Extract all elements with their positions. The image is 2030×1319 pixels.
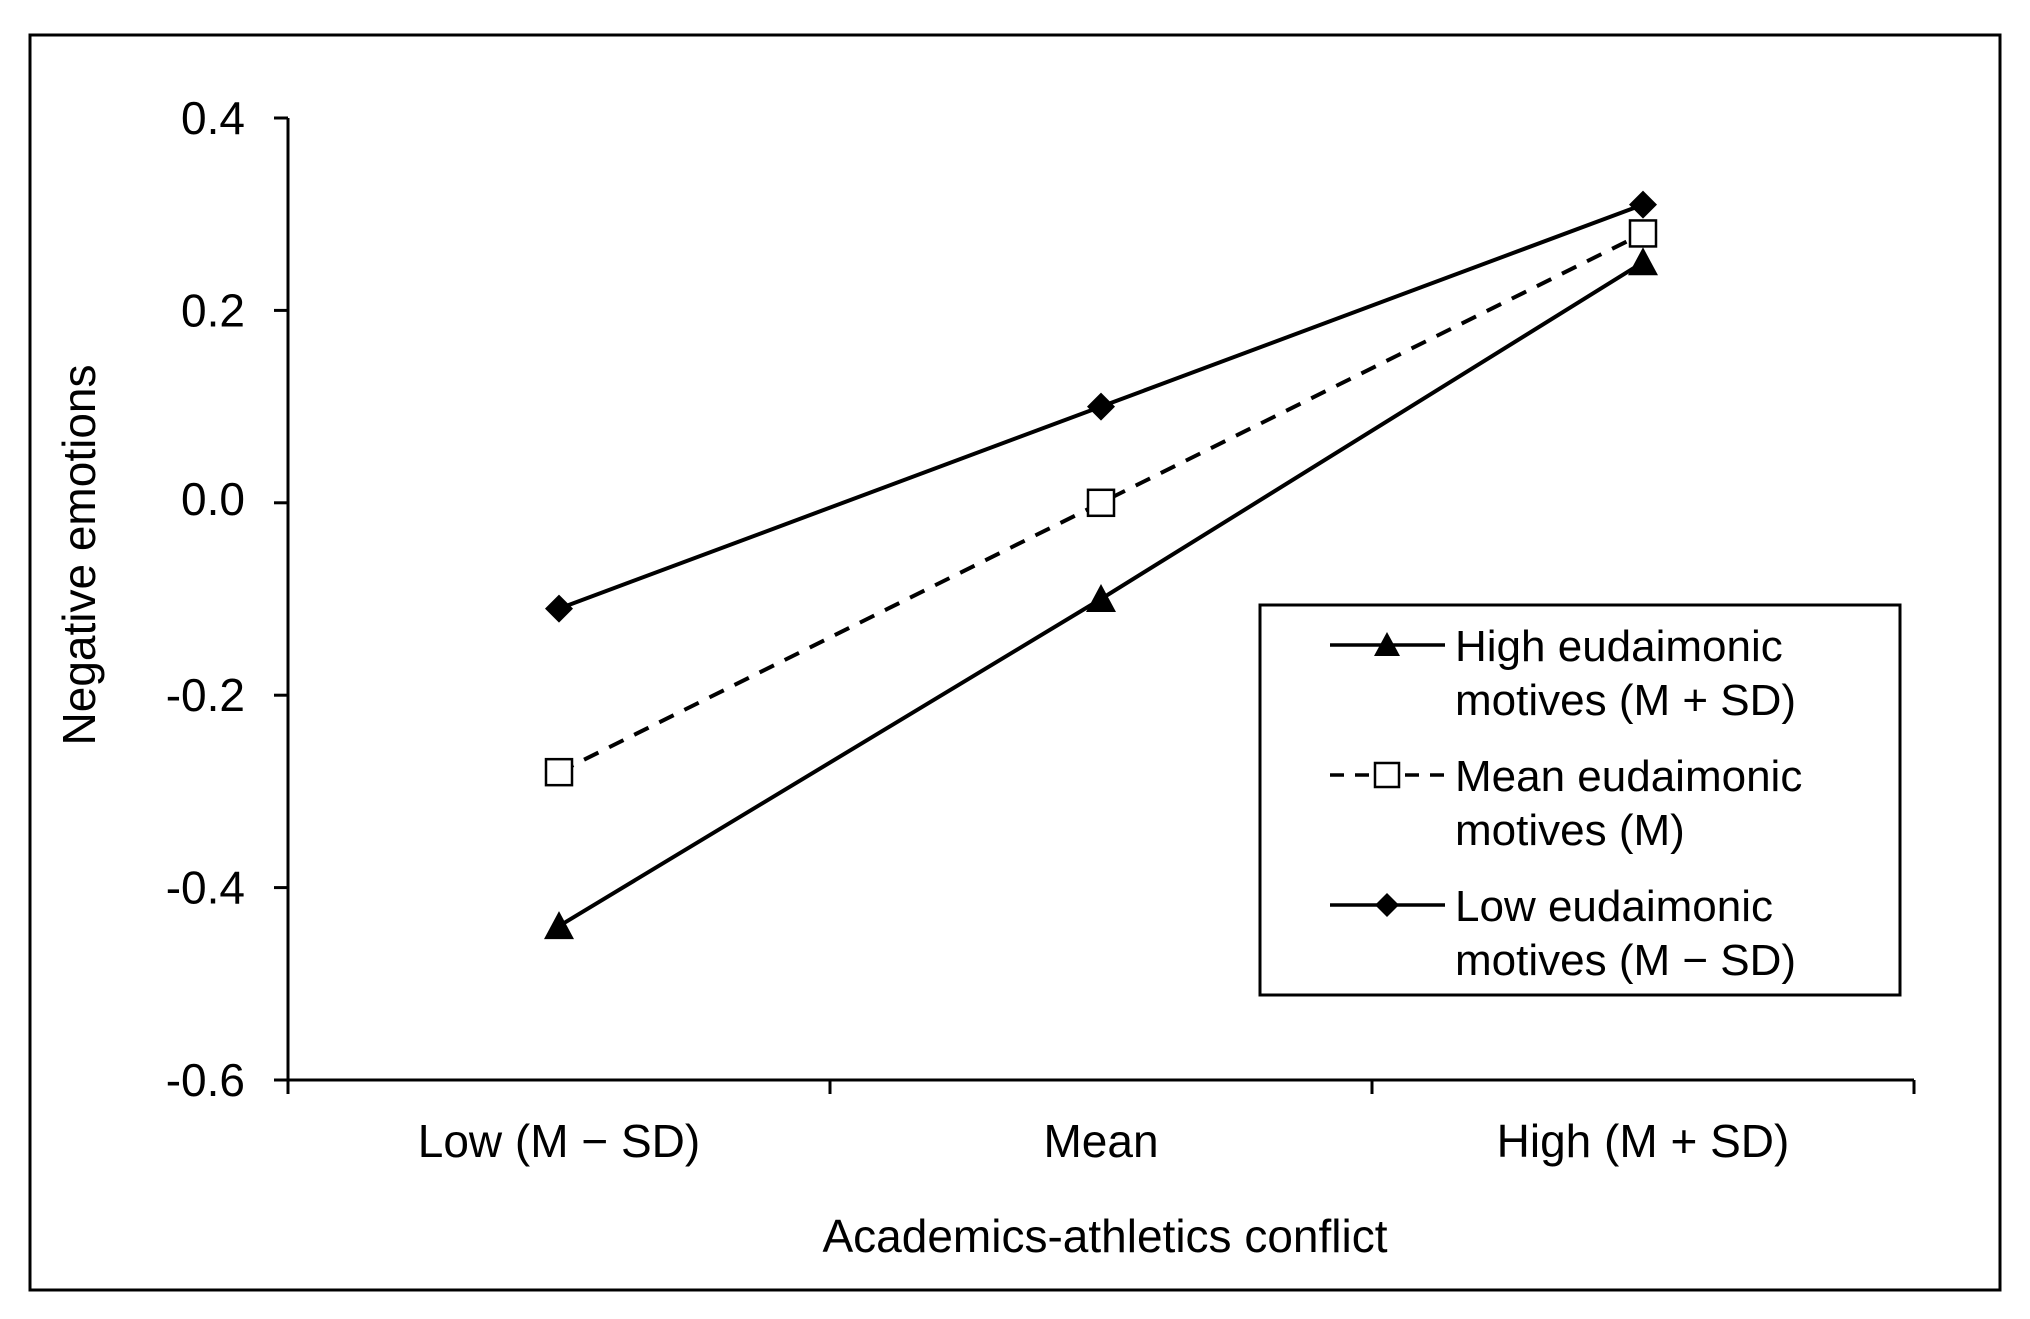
data-point-triangle — [1086, 584, 1116, 612]
data-point-diamond — [1629, 190, 1657, 219]
legend-label-low-line2: motives (M − SD) — [1455, 936, 1796, 985]
y-ticks: 0.4 0.2 -0.2 -0.4 -0.6 — [166, 92, 288, 1106]
legend-diamond-marker — [1375, 893, 1399, 917]
legend-label-mean-line1: Mean eudaimonic — [1455, 752, 1802, 801]
y-tick-label: -0.2 — [166, 669, 245, 721]
y-tick-label: 0.2 — [181, 284, 245, 336]
y-tick-label-zero: 0.0 — [181, 473, 245, 525]
legend: High eudaimonic motives (M + SD) Mean eu… — [1258, 603, 1902, 997]
legend-triangle-marker — [1374, 632, 1400, 656]
legend-square-marker — [1373, 761, 1401, 789]
legend-label-mean-line2: motives (M) — [1455, 806, 1685, 855]
y-tick-label: -0.4 — [166, 862, 245, 914]
data-point-triangle — [544, 911, 574, 940]
x-tick-label: High (M + SD) — [1497, 1115, 1790, 1167]
y-tick-label: 0.4 — [181, 92, 245, 144]
legend-label-high-line1: High eudaimonic — [1455, 622, 1783, 671]
data-point-square — [544, 757, 574, 787]
data-point-triangle — [1628, 247, 1658, 276]
y-tick-label: -0.6 — [166, 1054, 245, 1106]
series-layer — [544, 190, 1658, 940]
x-tick-label: Mean — [1043, 1115, 1158, 1167]
legend-label-low-line1: Low eudaimonic — [1455, 882, 1773, 931]
y-axis-title: Negative emotions — [53, 365, 105, 746]
x-axis-title: Academics-athletics conflict — [823, 1210, 1388, 1262]
data-point-square — [1628, 219, 1658, 248]
data-point-diamond — [545, 594, 573, 623]
legend-label-high-line2: motives (M + SD) — [1455, 676, 1796, 725]
data-point-square — [1086, 488, 1116, 518]
x-ticks: Low (M − SD) Mean High (M + SD) — [286, 1080, 1916, 1167]
legend-box — [1258, 603, 1902, 997]
x-tick-label: Low (M − SD) — [418, 1115, 700, 1167]
data-point-diamond — [1087, 392, 1115, 421]
series-line — [558, 231, 1644, 774]
